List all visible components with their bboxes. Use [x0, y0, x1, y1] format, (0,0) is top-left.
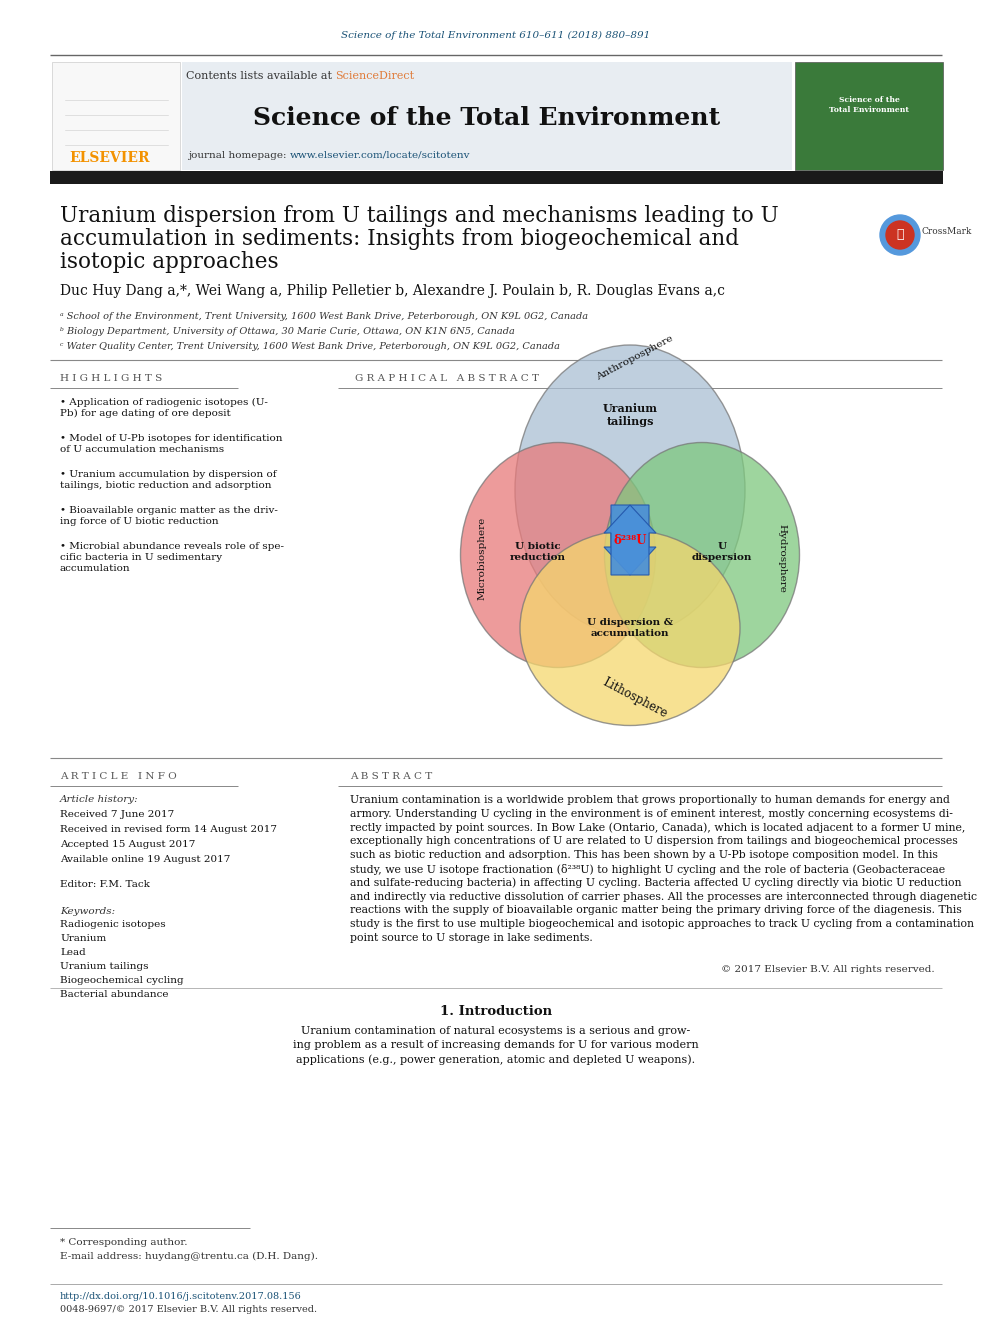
- Text: ScienceDirect: ScienceDirect: [335, 71, 414, 81]
- Text: Science of the Total Environment: Science of the Total Environment: [253, 106, 720, 130]
- Text: ᵃ School of the Environment, Trent University, 1600 West Bank Drive, Peterboroug: ᵃ School of the Environment, Trent Unive…: [60, 312, 588, 321]
- FancyArrow shape: [604, 505, 656, 576]
- Text: H I G H L I G H T S: H I G H L I G H T S: [60, 374, 163, 382]
- Text: U dispersion &
accumulation: U dispersion & accumulation: [587, 618, 673, 638]
- Text: isotopic approaches: isotopic approaches: [60, 251, 279, 273]
- Text: ELSEVIER: ELSEVIER: [69, 151, 150, 165]
- Text: E-mail address: huydang@trentu.ca (D.H. Dang).: E-mail address: huydang@trentu.ca (D.H. …: [60, 1252, 318, 1261]
- Circle shape: [886, 221, 914, 249]
- FancyArrow shape: [604, 505, 656, 576]
- Text: Contents lists available at: Contents lists available at: [186, 71, 335, 81]
- Text: ᵇ Biology Department, University of Ottawa, 30 Marie Curie, Ottawa, ON K1N 6N5, : ᵇ Biology Department, University of Otta…: [60, 327, 515, 336]
- Ellipse shape: [460, 442, 656, 668]
- Text: Accepted 15 August 2017: Accepted 15 August 2017: [60, 840, 195, 849]
- FancyBboxPatch shape: [182, 62, 792, 169]
- Ellipse shape: [604, 442, 800, 668]
- Text: δ²³⁸U: δ²³⁸U: [613, 533, 647, 546]
- Text: • Microbial abundance reveals role of spe-
cific bacteria in U sedimentary
accum: • Microbial abundance reveals role of sp…: [60, 542, 284, 573]
- Text: • Bioavailable organic matter as the driv-
ing force of U biotic reduction: • Bioavailable organic matter as the dri…: [60, 505, 278, 527]
- Text: CrossMark: CrossMark: [922, 228, 972, 237]
- Text: Available online 19 August 2017: Available online 19 August 2017: [60, 855, 230, 864]
- Text: http://dx.doi.org/10.1016/j.scitotenv.2017.08.156: http://dx.doi.org/10.1016/j.scitotenv.20…: [60, 1293, 302, 1301]
- Text: Editor: F.M. Tack: Editor: F.M. Tack: [60, 880, 150, 889]
- Text: Anthroposphere: Anthroposphere: [595, 333, 675, 382]
- Text: study is the first to use multiple biogeochemical and isotopic approaches to tra: study is the first to use multiple bioge…: [350, 919, 974, 929]
- Text: exceptionally high concentrations of U are related to U dispersion from tailings: exceptionally high concentrations of U a…: [350, 836, 957, 847]
- FancyBboxPatch shape: [795, 62, 943, 169]
- Text: Article history:: Article history:: [60, 795, 139, 804]
- Text: Lead: Lead: [60, 949, 85, 957]
- Text: and indirectly via reductive dissolution of carrier phases. All the processes ar: and indirectly via reductive dissolution…: [350, 892, 977, 901]
- Text: armory. Understanding U cycling in the environment is of eminent interest, mostl: armory. Understanding U cycling in the e…: [350, 808, 953, 819]
- Text: Uranium contamination is a worldwide problem that grows proportionally to human : Uranium contamination is a worldwide pro…: [350, 795, 950, 804]
- Text: rectly impacted by point sources. In Bow Lake (Ontario, Canada), which is locate: rectly impacted by point sources. In Bow…: [350, 823, 965, 833]
- Text: • Uranium accumulation by dispersion of
tailings, biotic reduction and adsorptio: • Uranium accumulation by dispersion of …: [60, 470, 277, 490]
- Text: Uranium tailings: Uranium tailings: [60, 962, 149, 971]
- Text: Science of the
Total Environment: Science of the Total Environment: [829, 95, 909, 114]
- Text: www.elsevier.com/locate/scitotenv: www.elsevier.com/locate/scitotenv: [290, 151, 470, 160]
- FancyBboxPatch shape: [52, 62, 180, 169]
- Text: * Corresponding author.: * Corresponding author.: [60, 1238, 187, 1248]
- FancyBboxPatch shape: [50, 171, 943, 184]
- Text: reactions with the supply of bioavailable organic matter being the primary drivi: reactions with the supply of bioavailabl…: [350, 905, 962, 916]
- Text: Bacterial abundance: Bacterial abundance: [60, 990, 169, 999]
- Text: ing problem as a result of increasing demands for U for various modern: ing problem as a result of increasing de…: [293, 1040, 699, 1050]
- Text: ᶜ Water Quality Center, Trent University, 1600 West Bank Drive, Peterborough, ON: ᶜ Water Quality Center, Trent University…: [60, 343, 560, 351]
- Text: Uranium
tailings: Uranium tailings: [602, 402, 658, 427]
- Text: © 2017 Elsevier B.V. All rights reserved.: © 2017 Elsevier B.V. All rights reserved…: [721, 964, 935, 974]
- Text: applications (e.g., power generation, atomic and depleted U weapons).: applications (e.g., power generation, at…: [297, 1054, 695, 1065]
- Text: Science of the Total Environment 610–611 (2018) 880–891: Science of the Total Environment 610–611…: [341, 30, 651, 40]
- Text: Uranium contamination of natural ecosystems is a serious and grow-: Uranium contamination of natural ecosyst…: [302, 1027, 690, 1036]
- Ellipse shape: [515, 345, 745, 635]
- Text: such as biotic reduction and adsorption. This has been shown by a U-Pb isotope c: such as biotic reduction and adsorption.…: [350, 851, 937, 860]
- Text: Biogeochemical cycling: Biogeochemical cycling: [60, 976, 184, 986]
- Text: journal homepage:: journal homepage:: [188, 151, 290, 160]
- Text: 1. Introduction: 1. Introduction: [439, 1005, 553, 1017]
- Text: Hydrosphere: Hydrosphere: [778, 524, 787, 593]
- Text: and sulfate-reducing bacteria) in affecting U cycling. Bacteria affected U cycli: and sulfate-reducing bacteria) in affect…: [350, 877, 961, 888]
- Text: Duc Huy Dang a,*, Wei Wang a, Philip Pelletier b, Alexandre J. Poulain b, R. Dou: Duc Huy Dang a,*, Wei Wang a, Philip Pel…: [60, 284, 725, 298]
- Text: U
dispersion: U dispersion: [691, 542, 752, 562]
- Text: • Model of U-Pb isotopes for identification
of U accumulation mechanisms: • Model of U-Pb isotopes for identificat…: [60, 434, 283, 454]
- Text: Keywords:: Keywords:: [60, 908, 115, 916]
- Text: Uranium dispersion from U tailings and mechanisms leading to U: Uranium dispersion from U tailings and m…: [60, 205, 779, 228]
- Text: accumulation in sediments: Insights from biogeochemical and: accumulation in sediments: Insights from…: [60, 228, 739, 250]
- Text: • Application of radiogenic isotopes (U-
Pb) for age dating of ore deposit: • Application of radiogenic isotopes (U-…: [60, 398, 268, 418]
- Text: ✓: ✓: [896, 229, 904, 242]
- Text: U biotic
reduction: U biotic reduction: [510, 542, 566, 562]
- Text: Uranium: Uranium: [60, 934, 106, 943]
- Text: A B S T R A C T: A B S T R A C T: [350, 773, 433, 781]
- Text: 0048-9697/© 2017 Elsevier B.V. All rights reserved.: 0048-9697/© 2017 Elsevier B.V. All right…: [60, 1304, 317, 1314]
- Text: study, we use U isotope fractionation (δ²³⁸U) to highlight U cycling and the rol: study, we use U isotope fractionation (δ…: [350, 864, 945, 875]
- Text: Received in revised form 14 August 2017: Received in revised form 14 August 2017: [60, 826, 277, 833]
- Text: A R T I C L E   I N F O: A R T I C L E I N F O: [60, 773, 177, 781]
- Text: Lithosphere: Lithosphere: [600, 676, 670, 721]
- Text: Microbiosphere: Microbiosphere: [477, 516, 486, 599]
- Text: Radiogenic isotopes: Radiogenic isotopes: [60, 919, 166, 929]
- Ellipse shape: [520, 531, 740, 725]
- Text: Received 7 June 2017: Received 7 June 2017: [60, 810, 175, 819]
- Text: point source to U storage in lake sediments.: point source to U storage in lake sedime…: [350, 933, 593, 943]
- Circle shape: [880, 216, 920, 255]
- Text: G R A P H I C A L   A B S T R A C T: G R A P H I C A L A B S T R A C T: [355, 374, 539, 382]
